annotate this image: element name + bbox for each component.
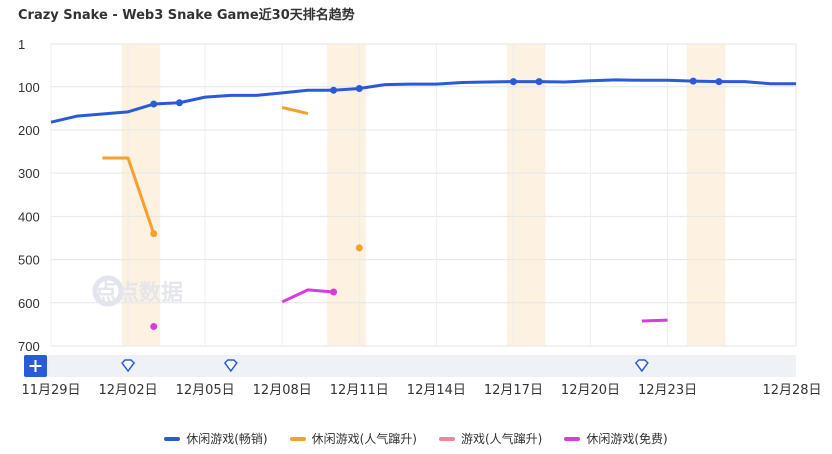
data-point bbox=[150, 323, 158, 331]
plus-icon bbox=[29, 360, 42, 372]
legend-swatch-casual-grossing bbox=[164, 436, 181, 441]
data-point bbox=[330, 288, 338, 296]
zoom-slider-track bbox=[24, 355, 796, 377]
x-tick-label: 12月17日 bbox=[484, 383, 543, 398]
data-point bbox=[509, 78, 517, 86]
chart-title: Crazy Snake - Web3 Snake Game近30天排名趋势 bbox=[18, 8, 355, 23]
legend-swatch-casual-free bbox=[564, 436, 581, 441]
y-tick-label: 300 bbox=[18, 166, 40, 181]
diamond-icon bbox=[223, 359, 238, 373]
legend-item-casual-free[interactable]: 休闲游戏(免费) bbox=[564, 430, 668, 447]
diamond-icon bbox=[121, 359, 136, 373]
data-point bbox=[715, 78, 723, 86]
y-tick-label: 500 bbox=[18, 253, 40, 268]
data-point bbox=[355, 244, 363, 252]
legend-item-casual-rising[interactable]: 休闲游戏(人气蹿升) bbox=[289, 430, 417, 447]
data-point bbox=[535, 78, 543, 86]
x-tick-label: 12月08日 bbox=[253, 383, 312, 398]
data-point bbox=[689, 77, 697, 85]
x-tick-label: 12月20日 bbox=[561, 383, 620, 398]
highlight-band-2 bbox=[506, 44, 546, 346]
data-point bbox=[355, 85, 363, 93]
data-point bbox=[150, 100, 158, 108]
legend-item-casual-grossing[interactable]: 休闲游戏(畅销) bbox=[164, 430, 268, 447]
data-point bbox=[175, 99, 183, 107]
highlight-band-3 bbox=[686, 44, 726, 346]
series-line-0 bbox=[50, 78, 796, 124]
series-segment-3-0 bbox=[281, 288, 334, 304]
watermark-logo bbox=[92, 275, 124, 307]
x-tick-label: 12月11日 bbox=[330, 383, 389, 398]
series-segment-3-1 bbox=[641, 318, 668, 323]
data-point bbox=[330, 86, 338, 94]
y-tick-label: 700 bbox=[18, 339, 40, 354]
x-tick-label: 12月28日 bbox=[762, 383, 821, 398]
x-tick-label: 11月29日 bbox=[21, 383, 80, 398]
legend-label-games-rising: 游戏(人气蹿升) bbox=[461, 432, 543, 446]
chart-legend: 休闲游戏(畅销) 休闲游戏(人气蹿升) 游戏(人气蹿升) 休闲游戏(免费) bbox=[0, 430, 832, 447]
legend-label-casual-rising: 休闲游戏(人气蹿升) bbox=[311, 432, 417, 446]
x-tick-label: 12月23日 bbox=[638, 383, 697, 398]
legend-label-casual-grossing: 休闲游戏(畅销) bbox=[186, 432, 268, 446]
data-point bbox=[150, 230, 158, 238]
y-tick-label: 400 bbox=[18, 209, 40, 224]
diamond-icon bbox=[634, 359, 649, 373]
y-tick-label: 100 bbox=[18, 80, 40, 95]
x-tick-label: 12月14日 bbox=[407, 383, 466, 398]
legend-label-casual-free: 休闲游戏(免费) bbox=[586, 432, 668, 446]
series-segment-1-0 bbox=[102, 156, 156, 235]
y-tick-label: 1 bbox=[18, 37, 25, 52]
y-tick-label: 600 bbox=[18, 296, 40, 311]
series-segment-1-1 bbox=[281, 106, 309, 116]
y-tick-label: 200 bbox=[18, 123, 40, 138]
x-tick-label: 12月05日 bbox=[176, 383, 235, 398]
x-tick-label: 12月02日 bbox=[99, 383, 158, 398]
legend-item-games-rising[interactable]: 游戏(人气蹿升) bbox=[439, 430, 542, 447]
legend-swatch-games-rising bbox=[439, 436, 455, 441]
legend-swatch-casual-rising bbox=[289, 436, 306, 441]
